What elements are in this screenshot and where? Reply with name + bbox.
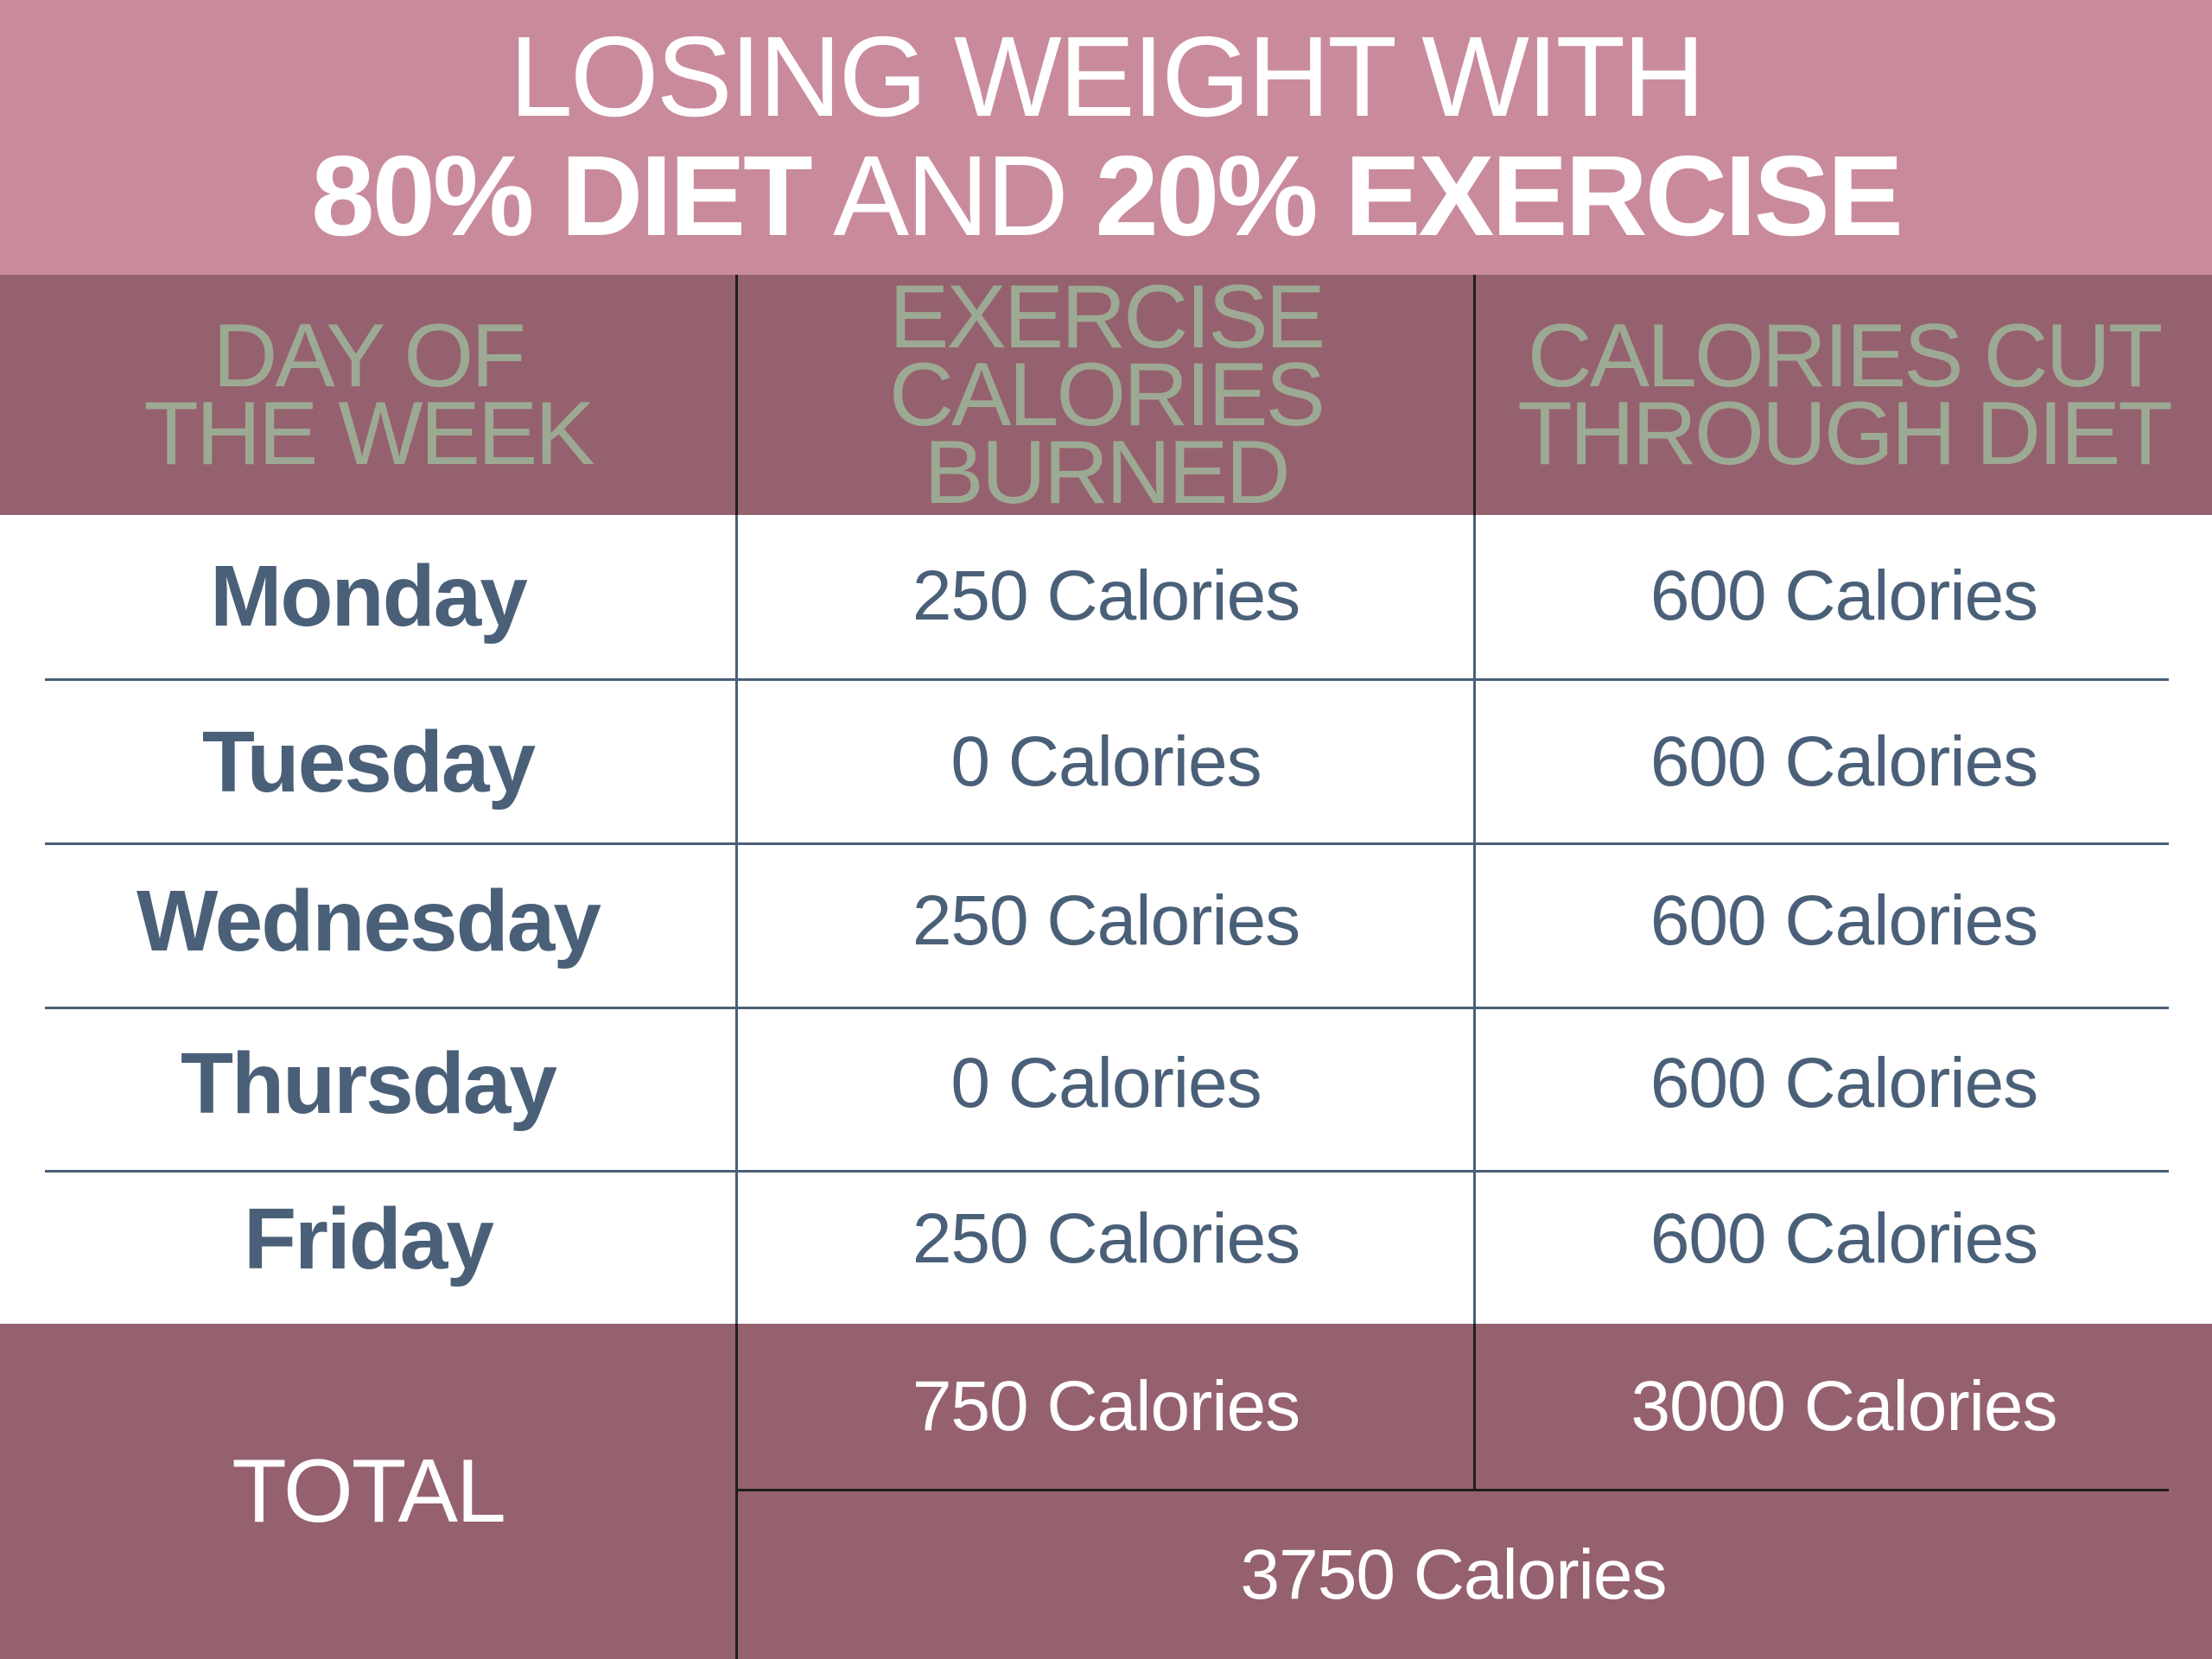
row-day: Friday	[243, 1190, 494, 1287]
header-exercise-calories: EXERCISE CALORIES BURNED	[889, 267, 1325, 523]
row-divider	[45, 1007, 2169, 1009]
row-day: Thursday	[180, 1034, 557, 1132]
row-diet-calories: 600 Calories	[1649, 881, 2038, 960]
column-divider	[735, 1324, 738, 1659]
column-divider	[1473, 275, 1476, 515]
title-and: AND	[810, 132, 1096, 259]
row-day: Tuesday	[201, 713, 536, 810]
row-divider	[45, 842, 2169, 845]
table-row: Thursday 0 Calories 600 Calories	[0, 1002, 2212, 1165]
total-section: TOTAL 750 Calories 3000 Calories 3750 Ca…	[0, 1324, 2212, 1659]
column-divider	[735, 275, 738, 515]
row-exercise-calories: 0 Calories	[950, 722, 1262, 801]
row-diet-calories: 600 Calories	[1649, 722, 2038, 801]
column-divider	[1473, 515, 1476, 1324]
title-banner: LOSING WEIGHT WITH 80% DIET AND 20% EXER…	[0, 0, 2212, 275]
row-exercise-calories: 250 Calories	[912, 1199, 1300, 1278]
row-diet-calories: 600 Calories	[1649, 1044, 2038, 1122]
title-line-2: 80% DIET AND 20% EXERCISE	[0, 131, 2212, 261]
row-diet-calories: 600 Calories	[1649, 1199, 2038, 1278]
column-divider	[735, 515, 738, 1324]
table-row: Monday 250 Calories 600 Calories	[0, 515, 2212, 677]
row-exercise-calories: 0 Calories	[950, 1044, 1262, 1122]
row-divider	[45, 678, 2169, 681]
title-diet-percent: 80% DIET	[311, 132, 813, 259]
row-day: Monday	[210, 547, 528, 645]
table-row: Tuesday 0 Calories 600 Calories	[0, 681, 2212, 843]
total-diet-calories: 3000 Calories	[1630, 1367, 2058, 1446]
total-label: TOTAL	[232, 1440, 506, 1541]
row-divider	[45, 1170, 2169, 1173]
title-exercise-percent: 20% EXERCISE	[1095, 132, 1903, 259]
title-line-1: LOSING WEIGHT WITH	[509, 13, 1706, 140]
total-divider	[738, 1489, 2169, 1491]
header-day-of-week: DAY OF THE WEEK	[143, 306, 594, 484]
row-day: Wednesday	[137, 872, 601, 969]
grand-total-calories: 3750 Calories	[1240, 1535, 1668, 1614]
table-row: Friday 250 Calories 600 Calories	[0, 1158, 2212, 1320]
table-header-row: DAY OF THE WEEK EXERCISE CALORIES BURNED…	[0, 267, 2212, 523]
row-diet-calories: 600 Calories	[1649, 556, 2038, 635]
table-row: Wednesday 250 Calories 600 Calories	[0, 840, 2212, 1002]
header-diet-calories: CALORIES CUT THROUGH DIET	[1517, 306, 2173, 484]
total-exercise-calories: 750 Calories	[912, 1367, 1300, 1446]
row-exercise-calories: 250 Calories	[912, 556, 1300, 635]
column-divider	[1473, 1324, 1476, 1490]
row-exercise-calories: 250 Calories	[912, 881, 1300, 960]
